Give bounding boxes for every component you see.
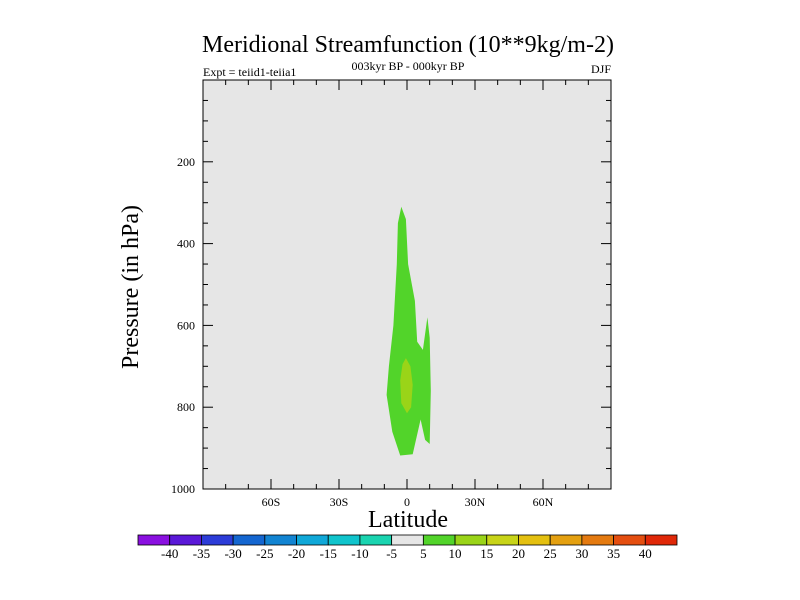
- colorbar-swatch: [264, 534, 297, 546]
- colorbar-swatch: [391, 534, 424, 546]
- colorbar-swatch: [581, 534, 614, 546]
- colorbar-level-label: -15: [320, 546, 337, 561]
- colorbar-swatch: [232, 534, 266, 546]
- x-tick-label: 30S: [330, 495, 349, 509]
- colorbar-swatch: [454, 534, 488, 546]
- colorbar-level-label: 10: [449, 546, 462, 561]
- colorbar-swatch: [613, 534, 646, 546]
- colorbar-level-label: 30: [575, 546, 588, 561]
- colorbar-level-label: 25: [544, 546, 557, 561]
- time-range-label: 003kyr BP - 000kyr BP: [352, 59, 465, 73]
- colorbar-swatch: [169, 534, 202, 546]
- x-axis-label: Latitude: [368, 507, 448, 533]
- colorbar-swatch: [644, 534, 678, 546]
- colorbar-level-label: 40: [639, 546, 652, 561]
- experiment-label: Expt = teiid1-teiia1: [203, 65, 296, 79]
- colorbar-level-label: 5: [420, 546, 427, 561]
- season-label: DJF: [591, 62, 611, 76]
- colorbar-level-label: -35: [193, 546, 210, 561]
- plot-frame: [202, 79, 612, 490]
- contour-fill-layer: [386, 206, 431, 456]
- contour-region-1: [386, 206, 431, 456]
- colorbar-labels: -40 -35 -30 -25 -20 -15 -10 -5 5 10 15 20 25 30 35 40: [161, 546, 652, 561]
- colorbar-swatch: [518, 534, 551, 546]
- contour-region-2: [400, 358, 413, 414]
- y-tick-label: 200: [177, 155, 195, 169]
- colorbar-swatch: [296, 534, 329, 546]
- y-axis-label: Pressure (in hPa): [118, 205, 144, 369]
- colorbar-level-label: 20: [512, 546, 525, 561]
- colorbar-level-label: -25: [256, 546, 273, 561]
- colorbar-swatch: [201, 534, 234, 546]
- colorbar-swatch: [359, 534, 393, 546]
- colorbar-swatch: [137, 534, 171, 546]
- colorbar-swatch: [327, 534, 361, 546]
- colorbar-level-label: -20: [288, 546, 305, 561]
- x-tick-label: 60N: [533, 495, 554, 509]
- colorbar-swatch: [422, 534, 456, 546]
- axis-tick-labels: 200 400 600 800 1000 60S 30S 0 30N 60N: [171, 155, 554, 509]
- y-tick-label: 1000: [171, 482, 195, 496]
- x-tick-label: 0: [404, 495, 410, 509]
- colorbar-level-label: 15: [480, 546, 493, 561]
- colorbar-swatch: [549, 534, 583, 546]
- colorbar: [137, 534, 678, 546]
- y-tick-label: 600: [177, 318, 195, 332]
- colorbar-level-label: -5: [386, 546, 397, 561]
- y-tick-label: 400: [177, 237, 195, 251]
- colorbar-level-label: -10: [351, 546, 368, 561]
- y-tick-label: 800: [177, 400, 195, 414]
- x-tick-label: 30N: [465, 495, 486, 509]
- chart-title: Meridional Streamfunction (10**9kg/m-2): [202, 32, 614, 58]
- colorbar-level-label: 35: [607, 546, 620, 561]
- colorbar-level-label: -40: [161, 546, 178, 561]
- x-tick-label: 60S: [262, 495, 281, 509]
- colorbar-level-label: -30: [224, 546, 241, 561]
- colorbar-swatch: [486, 534, 519, 546]
